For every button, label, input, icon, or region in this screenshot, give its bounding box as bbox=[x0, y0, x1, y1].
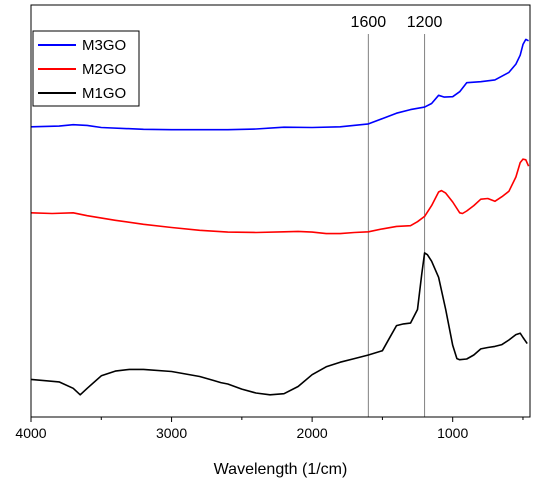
reference-label-1600: 1600 bbox=[351, 14, 387, 31]
x-axis: 4000 3000 2000 1000 bbox=[15, 417, 524, 441]
x-tick-label-3000: 3000 bbox=[156, 425, 187, 441]
legend-label-m3go: M3GO bbox=[82, 37, 126, 54]
series-line-m1go bbox=[30, 252, 528, 396]
x-axis-title: Wavelength (1/cm) bbox=[214, 461, 348, 478]
reference-label-1200: 1200 bbox=[407, 14, 443, 31]
series-line-m2go bbox=[30, 158, 530, 235]
series-layer bbox=[30, 38, 530, 396]
legend: M3GO M2GO M1GO bbox=[32, 30, 140, 107]
x-tick-label-4000: 4000 bbox=[15, 425, 46, 441]
series-line-m3go bbox=[30, 38, 529, 131]
legend-label-m1go: M1GO bbox=[82, 85, 126, 102]
x-tick-label-1000: 1000 bbox=[437, 425, 468, 441]
x-tick-label-2000: 2000 bbox=[297, 425, 328, 441]
plot-frame bbox=[30, 4, 531, 418]
reference-lines: 1600 1200 bbox=[351, 14, 443, 417]
legend-label-m2go: M2GO bbox=[82, 61, 126, 78]
